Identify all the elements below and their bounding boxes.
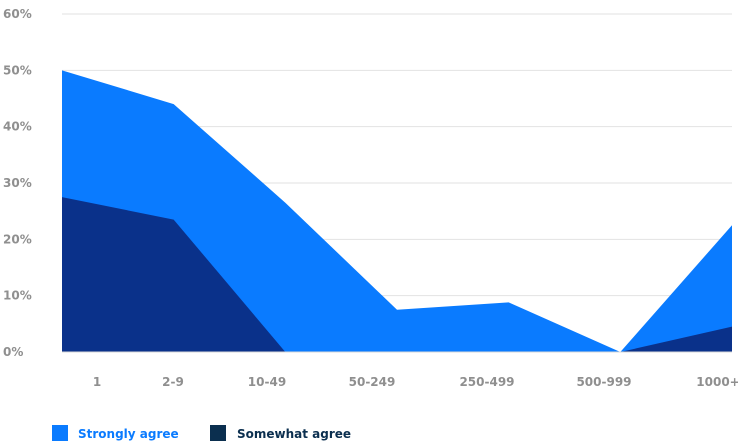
area-series-strongly-agree [62,70,732,352]
area-series-somewhat-agree [62,197,732,352]
legend: Strongly agree Somewhat agree [52,425,351,441]
xtick-label-1: 2-9 [162,375,184,389]
ytick-label-0: 0% [3,345,23,359]
xtick-label-2: 10-49 [248,375,286,389]
ytick-label-4: 40% [3,120,32,134]
ytick-label-5: 50% [3,63,32,77]
legend-swatch-1 [210,425,226,441]
xtick-label-3: 50-249 [349,375,396,389]
ytick-label-3: 30% [3,176,32,190]
xtick-label-5: 500-999 [576,375,631,389]
xtick-label-4: 250-499 [459,375,514,389]
axes: 0% 10% 20% 30% 40% 50% 60% 1 2-9 10-49 50-249 250-4… [3,7,738,389]
legend-label-1: Somewhat agree [237,427,351,441]
ytick-label-1: 10% [3,289,32,303]
ytick-label-6: 60% [3,7,32,21]
ytick-label-2: 20% [3,232,32,246]
xtick-label-0: 1 [93,375,101,389]
area-series [62,70,732,352]
xtick-label-6: 1000+ [696,375,738,389]
legend-swatch-0 [52,425,68,441]
legend-label-0: Strongly agree [78,427,179,441]
